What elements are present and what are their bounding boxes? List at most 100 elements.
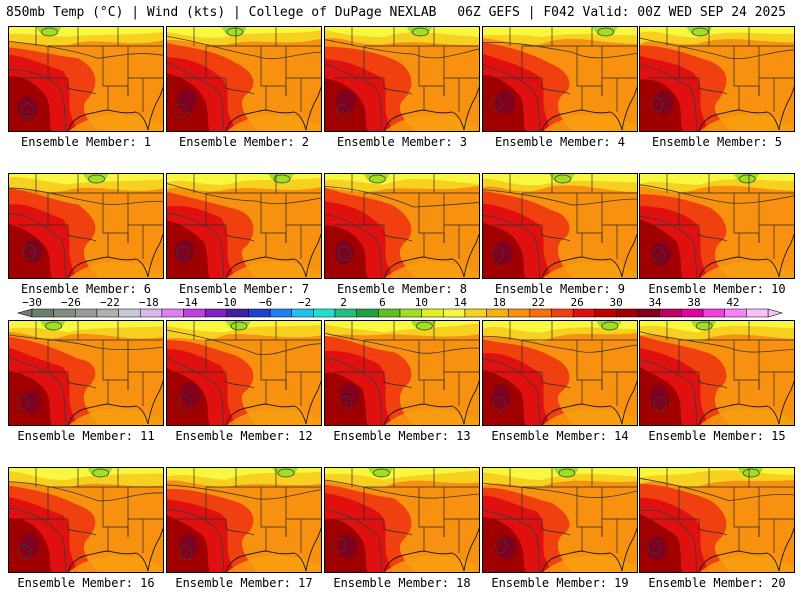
colorbar-swatch <box>746 308 769 318</box>
isotherm-contours <box>8 27 164 132</box>
field-max-core <box>23 238 44 263</box>
ensemble-member-caption: Ensemble Member: 8 <box>336 282 468 296</box>
colorbar-tick-label: 6 <box>379 296 386 309</box>
colorbar-tick-label: 22 <box>532 296 545 309</box>
gulf-coastline <box>698 256 780 279</box>
colorbar-tick-label: −6 <box>259 296 272 309</box>
isotherm-contours <box>639 468 795 573</box>
ensemble-member-map <box>482 26 638 132</box>
colorbar-swatch <box>334 308 357 318</box>
field-gulf <box>542 114 638 132</box>
map-title: 850mb Temp (°C) | Wind (kts) | College o… <box>6 5 437 20</box>
colorbar-swatch <box>702 308 725 318</box>
colorbar-swatch <box>637 308 661 318</box>
field-max-core <box>339 383 360 408</box>
colorbar-swatch <box>161 308 184 318</box>
isotherm-contours <box>324 468 480 573</box>
gulf-coastline <box>698 109 780 132</box>
colorbar-swatch <box>248 308 271 318</box>
temperature-field <box>8 467 164 573</box>
temperature-field <box>8 320 164 426</box>
colorbar-swatch <box>443 308 466 318</box>
gulf-coastline <box>67 256 149 279</box>
field-yellow <box>639 320 795 333</box>
colorbar-tick-label: −2 <box>298 296 311 309</box>
ensemble-member-caption: Ensemble Member: 2 <box>178 135 310 149</box>
colorbar-tick-label: 14 <box>454 296 468 309</box>
colorbar-swatch <box>724 308 747 318</box>
gulf-coastline <box>383 109 465 132</box>
ensemble-member-caption: Ensemble Member: 13 <box>333 429 471 443</box>
colorbar-swatch <box>269 308 293 318</box>
gulf-coastline <box>383 550 465 573</box>
ensemble-member-map <box>8 320 164 426</box>
state-boundaries <box>18 467 164 553</box>
colorbar-swatch <box>96 308 119 318</box>
ensemble-member-caption: Ensemble Member: 7 <box>178 282 310 296</box>
panel-border <box>166 173 322 279</box>
field-yellow <box>324 26 480 38</box>
colorbar-swatch <box>594 308 617 318</box>
colorbar-tick-label: −30 <box>22 296 42 309</box>
temperature-field <box>482 467 638 573</box>
colorbar-swatch <box>53 308 76 318</box>
temperature-field <box>639 320 795 426</box>
ensemble-member-map <box>324 320 480 426</box>
ensemble-member-map <box>639 320 795 426</box>
ensemble-member-map <box>324 26 480 132</box>
state-boundaries <box>649 467 795 553</box>
field-max-core <box>174 239 195 264</box>
state-boundaries <box>176 26 322 112</box>
ensemble-member-caption: Ensemble Member: 12 <box>175 429 313 443</box>
field-gulf <box>699 555 795 573</box>
gulf-coastline <box>383 403 465 426</box>
colorbar-tick-label: −14 <box>178 296 198 309</box>
ensemble-member-map <box>8 467 164 573</box>
ensemble-member-map <box>482 320 638 426</box>
field-max-core <box>176 88 197 113</box>
ensemble-member-map <box>482 173 638 279</box>
isotherm-contours <box>166 468 322 573</box>
isotherm-contours <box>482 468 638 573</box>
isotherm-contours <box>639 27 795 132</box>
colorbar-swatch <box>75 308 98 318</box>
colorbar-swatch <box>31 308 54 318</box>
colorbar-tick-label: 2 <box>340 296 347 309</box>
state-boundaries <box>649 26 795 112</box>
field-yellow <box>324 173 480 185</box>
gulf-coastline <box>541 403 623 426</box>
colorbar-tick-label: −26 <box>61 296 81 309</box>
state-boundaries <box>18 320 164 406</box>
ensemble-member-caption: Ensemble Member: 11 <box>17 429 155 443</box>
field-yellow <box>324 467 480 480</box>
panel-border <box>8 173 164 279</box>
state-boundaries <box>18 26 164 112</box>
ensemble-member-caption: Ensemble Member: 17 <box>175 576 313 590</box>
ensemble-member-map <box>324 173 480 279</box>
state-boundaries <box>492 173 638 259</box>
temperature-field <box>324 320 480 426</box>
isotherm-contours <box>639 174 795 279</box>
run-valid-time: 06Z GEFS | F042 Valid: 00Z WED SEP 24 20… <box>457 5 786 20</box>
ensemble-member-caption: Ensemble Member: 20 <box>648 576 786 590</box>
colorbar-swatch <box>356 308 379 318</box>
ensemble-member-caption: Ensemble Member: 4 <box>494 135 626 149</box>
ensemble-member-map <box>166 467 322 573</box>
colorbar-swatch <box>572 308 596 318</box>
panel-border <box>324 320 480 426</box>
panel-border <box>8 320 164 426</box>
colorbar-low-arrow <box>16 308 33 318</box>
colorbar-swatch <box>118 308 141 318</box>
field-max-core <box>492 241 513 266</box>
temperature-field <box>166 173 322 279</box>
gulf-coastline <box>698 403 780 426</box>
isotherm-contours <box>166 321 322 426</box>
colorbar-tick-label: −18 <box>139 296 159 309</box>
ensemble-member-caption: Ensemble Member: 1 <box>20 135 152 149</box>
field-yellow <box>324 320 480 333</box>
field-yellow <box>8 173 164 185</box>
isotherm-contours <box>482 174 638 279</box>
field-yellow <box>639 26 795 38</box>
colorbar-svg: −30 −26 −22 −18 −14 −10 −6 −2 2 6 10 14 18 22 26 30 34 38… <box>16 296 784 318</box>
ensemble-member-caption: Ensemble Member: 6 <box>20 282 152 296</box>
